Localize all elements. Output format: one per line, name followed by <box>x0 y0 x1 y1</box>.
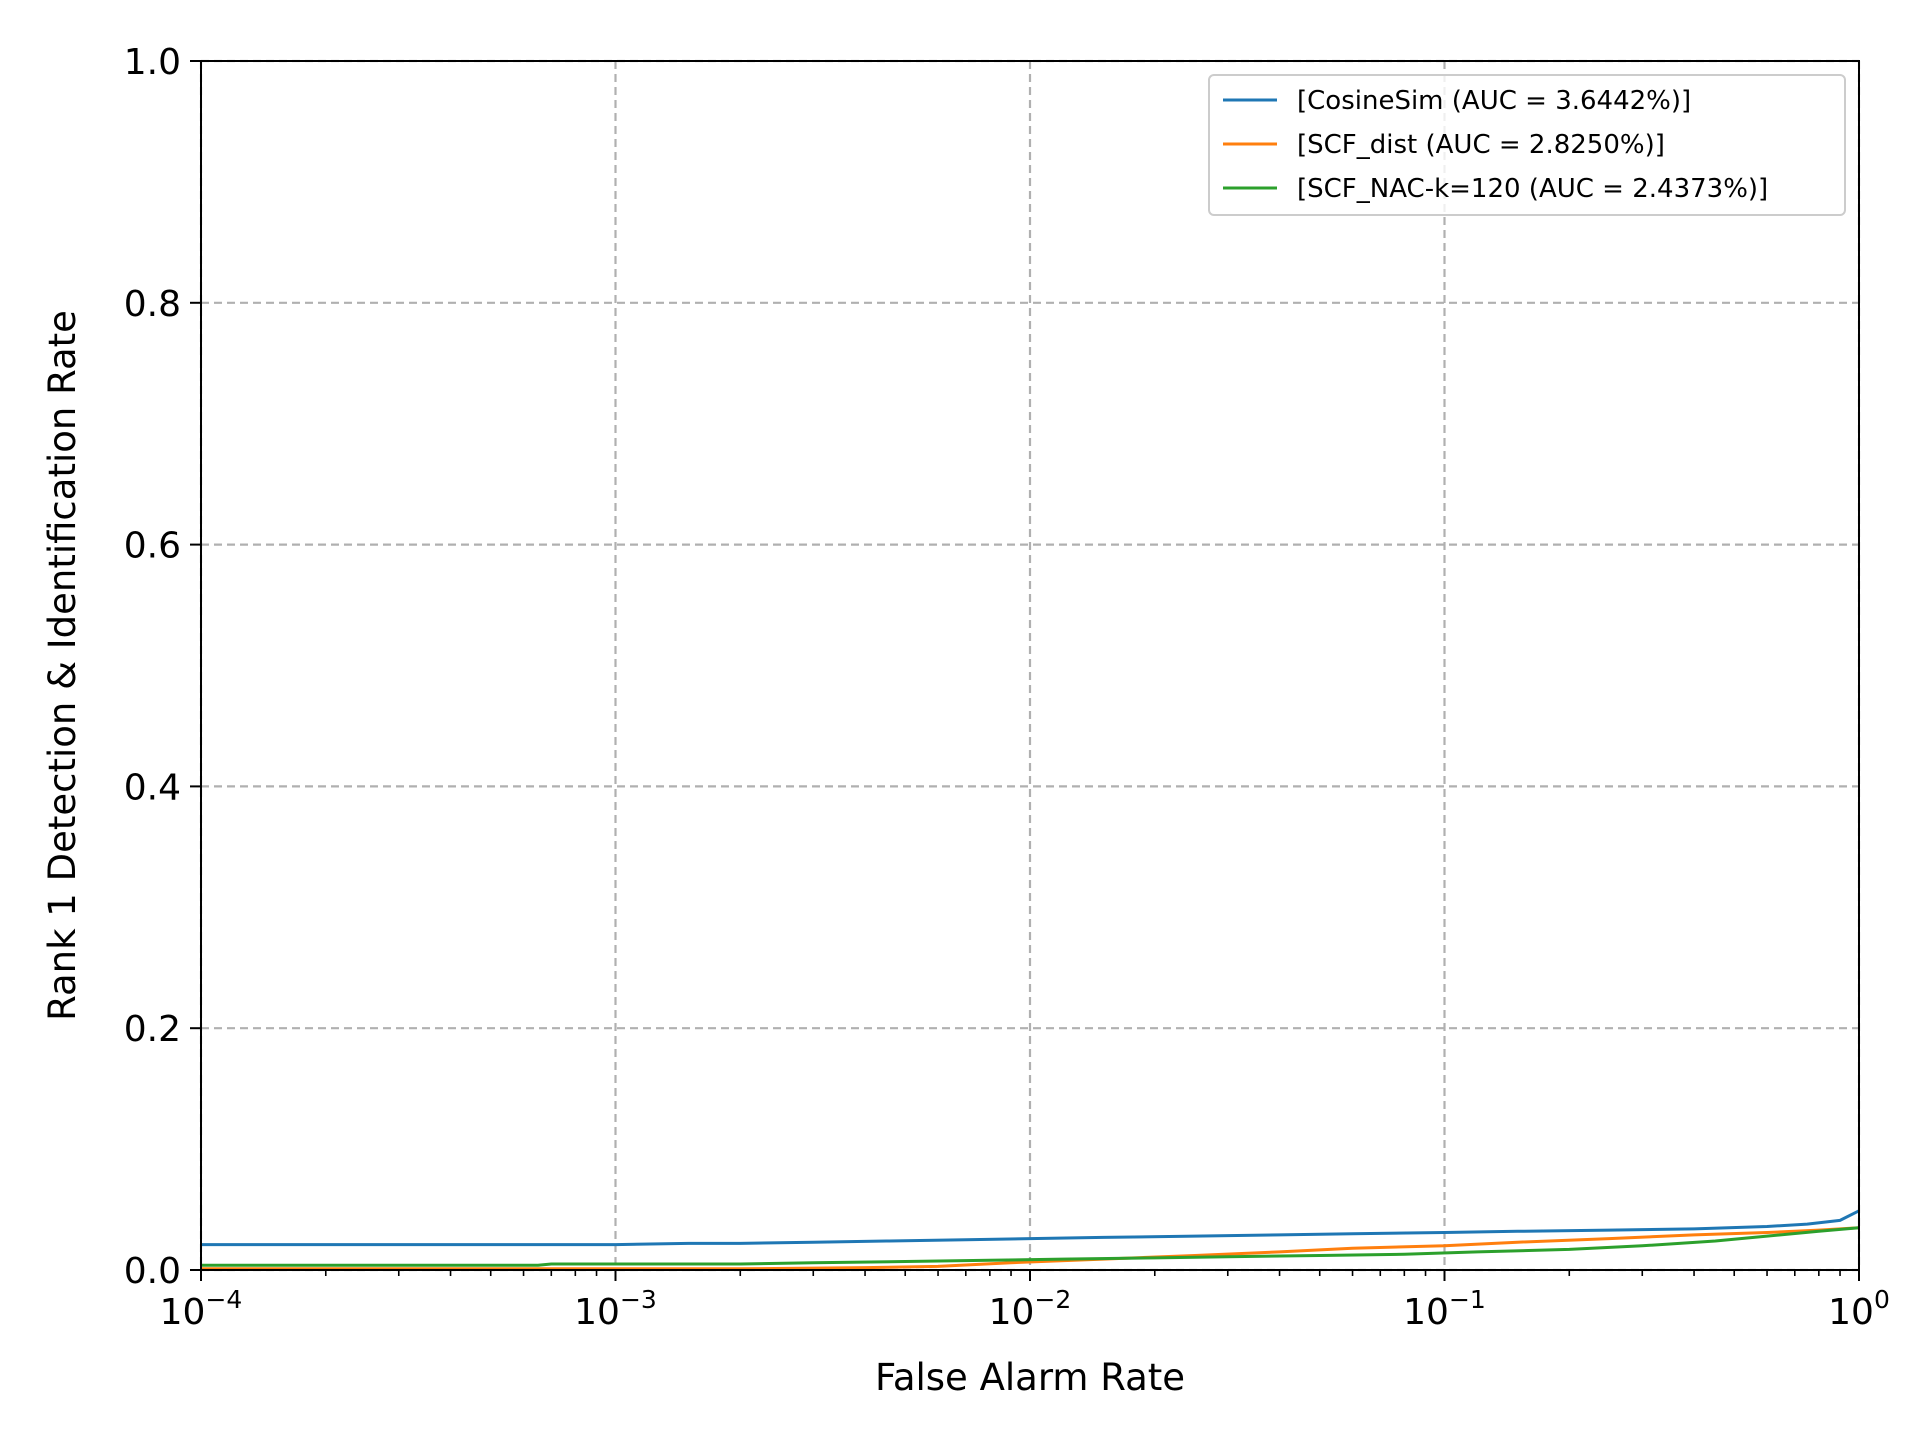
x-axis-ticks: 10−4 10−3 10−2 10−1 100 <box>160 1270 1890 1333</box>
x-tick-label: 10−3 <box>574 1285 657 1333</box>
x-tick-base: 10 <box>160 1292 206 1333</box>
y-tick-label: 0.0 <box>124 1251 181 1292</box>
legend-label-1: [CosineSim (AUC = 3.6442%)] <box>1297 86 1691 116</box>
x-axis-label: False Alarm Rate <box>875 1356 1185 1399</box>
x-tick-exponent: −2 <box>1034 1285 1071 1314</box>
x-tick-label: 10−2 <box>989 1285 1072 1333</box>
x-tick-label: 10−4 <box>160 1285 243 1333</box>
x-tick-exponent: 0 <box>1874 1285 1890 1314</box>
series-line-2 <box>201 1226 1860 1271</box>
series-line-1 <box>201 1209 1860 1247</box>
legend-box <box>1208 74 1846 216</box>
x-tick-exponent: −1 <box>1449 1285 1486 1314</box>
y-tick-label: 0.4 <box>124 767 181 808</box>
x-tick-exponent: −3 <box>620 1285 657 1314</box>
legend: [CosineSim (AUC = 3.6442%)] [SCF_dist (AU… <box>1208 74 1846 216</box>
x-tick-base: 10 <box>989 1292 1035 1333</box>
legend-label-2: [SCF_dist (AUC = 2.8250%)] <box>1297 130 1665 160</box>
series-line-3 <box>201 1226 1860 1267</box>
y-axis-ticks: 0.0 0.2 0.4 0.6 0.8 1.0 <box>124 42 201 1292</box>
y-tick-label: 1.0 <box>124 42 181 83</box>
x-tick-label: 10−1 <box>1403 1285 1486 1333</box>
legend-label-3: [SCF_NAC-k=120 (AUC = 2.4373%)] <box>1297 174 1768 204</box>
x-tick-base: 10 <box>1403 1292 1449 1333</box>
series-lines <box>201 1209 1860 1271</box>
x-tick-label: 100 <box>1828 1285 1890 1333</box>
y-axis-label: Rank 1 Detection & Identification Rate <box>41 310 84 1021</box>
x-tick-exponent: −4 <box>205 1285 242 1314</box>
x-tick-base: 10 <box>574 1292 620 1333</box>
y-tick-label: 0.6 <box>124 526 181 567</box>
y-tick-label: 0.8 <box>124 284 181 325</box>
x-tick-base: 10 <box>1828 1292 1874 1333</box>
y-tick-label: 0.2 <box>124 1009 181 1050</box>
